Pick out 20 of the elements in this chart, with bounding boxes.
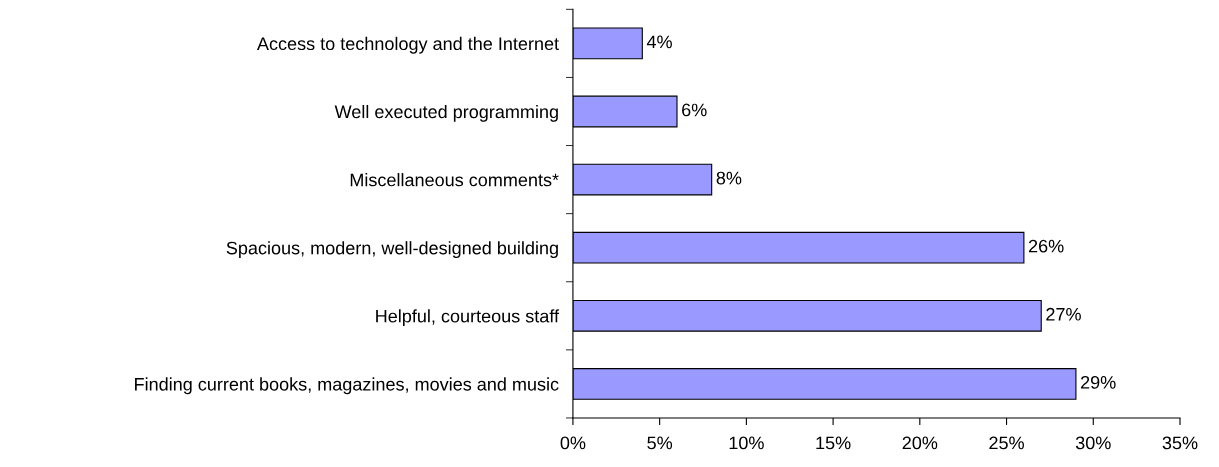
data-label: 26% [1028, 239, 1064, 253]
x-tick-label: 30% [1075, 436, 1111, 450]
x-tick-label: 5% [647, 436, 673, 450]
x-tick-label: 25% [989, 436, 1024, 450]
data-label: 27% [1046, 307, 1081, 321]
x-tick-label: 15% [816, 436, 851, 450]
data-label: 29% [1081, 375, 1116, 389]
y-tick-label: Spacious, modern, well-designed building [226, 241, 558, 258]
x-tick-label: 35% [1162, 436, 1198, 450]
y-tick-label: Well executed programming [334, 104, 558, 122]
x-tick-label: 10% [729, 436, 764, 450]
y-tick-label: Finding current books, magazines, movies and music [135, 377, 559, 395]
y-tick-label: Access to technology and the Internet [256, 36, 559, 54]
x-tick-label: 20% [902, 436, 938, 450]
y-tick-label: Miscellaneous comments* [350, 173, 559, 187]
data-label: 6% [682, 103, 707, 117]
data-label: 4% [646, 35, 672, 49]
x-tick-label: 0% [560, 436, 586, 450]
data-label: 8% [716, 171, 742, 185]
y-tick-label: Helpful, courteous staff [376, 309, 560, 327]
